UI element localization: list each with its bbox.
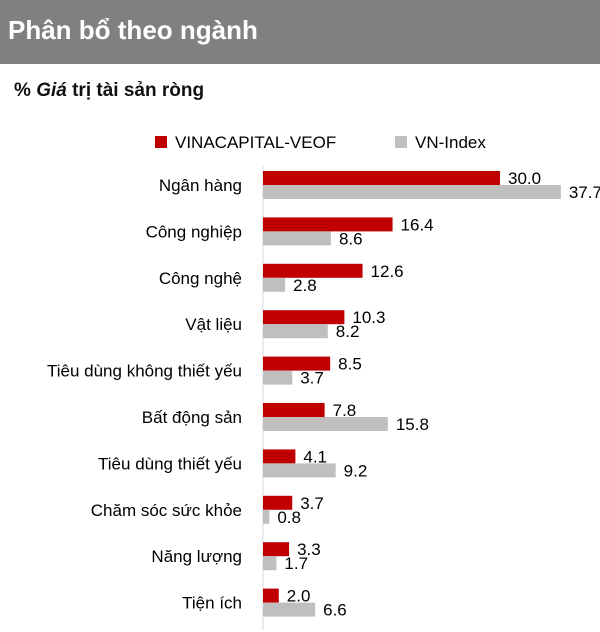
bar-vinacapital-veof-cong-nghe	[263, 263, 363, 278]
category-labels: Ngân hàng Công nghiệp Công nghệ Vật liệu Tiê…	[47, 176, 242, 613]
value-label-vinacapital-veof-nang-luong: 3.3	[297, 540, 321, 559]
bar-vn-index-tieu-dung-thiet-yeu	[263, 463, 336, 478]
subtitle-prefix: %	[14, 80, 37, 101]
bar-vinacapital-veof-tien-ich	[263, 588, 279, 603]
category-label-cong-nghe: Công nghệ	[159, 269, 242, 288]
category-label-tien-ich: Tiện ích	[182, 594, 242, 613]
bar-vn-index-vat-lieu	[263, 324, 328, 339]
value-label-vn-index-cham-soc-suc-khoe: 0.8	[277, 508, 301, 527]
subtitle-italic: Giá	[36, 80, 67, 101]
bar-vn-index-cong-nghe	[263, 277, 286, 292]
header-bar: Phân bổ theo ngành	[0, 0, 600, 64]
value-label-vinacapital-veof-tieu-dung-thiet-yeu: 4.1	[303, 447, 327, 466]
category-label-cong-nghiep: Công nghiệp	[146, 222, 242, 241]
category-label-tieu-dung-thiet-yeu: Tiêu dùng thiết yếu	[98, 454, 242, 473]
value-label-vn-index-nang-luong: 1.7	[284, 554, 308, 573]
bar-vn-index-cham-soc-suc-khoe	[263, 509, 270, 524]
bar-vinacapital-veof-cong-nghiep	[263, 217, 393, 232]
value-label-vn-index-cong-nghe: 2.8	[293, 276, 317, 295]
bar-vinacapital-veof-ngan-hang	[263, 171, 500, 185]
bar-vinacapital-veof-tieu-dung-khong-thiet-yeu	[263, 356, 331, 371]
value-label-vn-index-bat-dong-san: 15.8	[396, 415, 429, 434]
bar-vn-index-cong-nghiep	[263, 231, 331, 246]
subtitle-rest: trị tài sản ròng	[66, 80, 205, 101]
bar-vn-index-nang-luong	[263, 556, 277, 571]
chart-bars	[263, 171, 561, 617]
category-label-cham-soc-suc-khoe: Chăm sóc sức khỏe	[91, 501, 242, 520]
value-label-vn-index-cong-nghiep: 8.6	[339, 229, 363, 248]
value-label-vinacapital-veof-cham-soc-suc-khoe: 3.7	[300, 494, 324, 513]
bar-vn-index-tien-ich	[263, 602, 316, 617]
value-label-vinacapital-veof-cong-nghe: 12.6	[371, 262, 404, 281]
value-label-vinacapital-veof-ngan-hang: 30.0	[508, 169, 541, 188]
bar-vinacapital-veof-tieu-dung-thiet-yeu	[263, 449, 296, 464]
data-labels: 30.0 37.7 16.4 8.6 12.6 2.8 10.38.2 8.5 3.7 7.8 15…	[277, 169, 600, 620]
bar-vn-index-tieu-dung-khong-thiet-yeu	[263, 370, 293, 385]
bar-vinacapital-veof-cham-soc-suc-khoe	[263, 495, 293, 510]
category-label-ngan-hang: Ngân hàng	[159, 176, 242, 195]
legend-swatch-vn-index	[395, 136, 407, 148]
value-label-vinacapital-veof-bat-dong-san: 7.8	[333, 401, 357, 420]
value-label-vn-index-vat-lieu: 8.2	[336, 322, 360, 341]
bar-vinacapital-veof-bat-dong-san	[263, 403, 325, 417]
value-label-vinacapital-veof-cong-nghiep: 16.4	[401, 215, 434, 234]
chart-subtitle: % Giá trị tài sản ròng	[14, 80, 204, 102]
bar-vn-index-ngan-hang	[263, 185, 561, 199]
bar-vinacapital-veof-nang-luong	[263, 542, 290, 557]
category-label-vat-lieu: Vật liệu	[185, 315, 242, 334]
value-label-vinacapital-veof-tien-ich: 2.0	[287, 587, 311, 606]
legend-label-vinacapital-veof: VINACAPITAL-VEOF	[175, 133, 336, 152]
value-label-vn-index-ngan-hang: 37.7	[569, 183, 600, 202]
value-label-vinacapital-veof-tieu-dung-khong-thiet-yeu: 8.5	[338, 355, 362, 374]
chart-legend: VINACAPITAL-VEOF VN-Index	[155, 133, 486, 152]
legend-label-vn-index: VN-Index	[415, 133, 486, 152]
page-title: Phân bổ theo ngành	[8, 15, 258, 45]
category-label-nang-luong: Năng lượng	[151, 547, 242, 566]
category-label-tieu-dung-khong-thiet-yeu: Tiêu dùng không thiết yếu	[47, 362, 242, 381]
legend-swatch-vinacapital-veof	[155, 136, 167, 148]
value-label-vinacapital-veof-vat-lieu: 10.3	[352, 308, 385, 327]
sector-allocation-chart: VINACAPITAL-VEOF VN-Index Ngân hàng Công n…	[47, 133, 600, 630]
value-label-vn-index-tieu-dung-thiet-yeu: 9.2	[344, 461, 368, 480]
value-label-vn-index-tien-ich: 6.6	[323, 601, 347, 620]
bar-vn-index-bat-dong-san	[263, 417, 388, 431]
bar-vinacapital-veof-vat-lieu	[263, 310, 345, 325]
category-label-bat-dong-san: Bất động sản	[142, 408, 242, 427]
value-label-vn-index-tieu-dung-khong-thiet-yeu: 3.7	[300, 369, 324, 388]
